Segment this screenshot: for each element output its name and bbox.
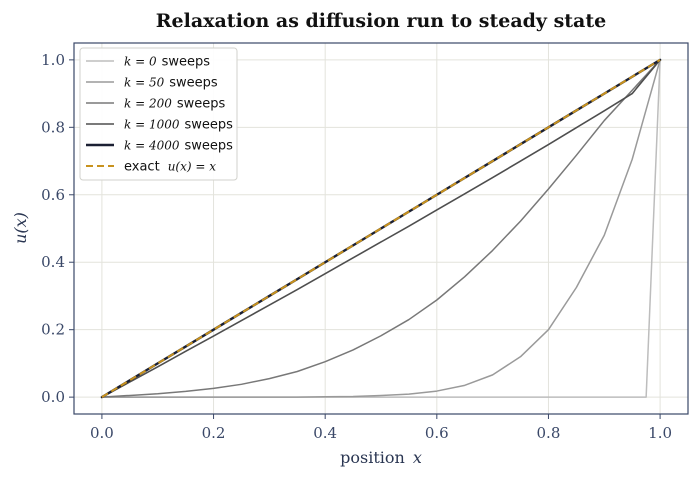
legend-word-4: sweeps — [185, 139, 234, 154]
legend-math-0: k = 0 — [124, 55, 157, 69]
legend-box — [79, 47, 238, 181]
legend-entry-4: k = 4000 sweeps — [124, 139, 233, 154]
x-tick-label-0: 0.0 — [90, 424, 114, 442]
plot-frame — [73, 42, 689, 415]
legend-entry-5: exact u(x) = x — [124, 160, 216, 175]
y-axis-label: u(x) — [11, 212, 30, 244]
legend-word-0: sweeps — [162, 55, 211, 70]
chart-title: Relaxation as diffusion run to steady st… — [156, 10, 606, 32]
series-line-5 — [101, 59, 661, 398]
x-tick-label-1: 0.2 — [202, 424, 226, 442]
series-layer — [100, 58, 662, 399]
y-tick-label-3: 0.6 — [41, 186, 65, 204]
legend-math-4: k = 4000 — [124, 139, 180, 153]
x-tick-label-4: 0.8 — [537, 424, 561, 442]
legend-entry-0: k = 0 sweeps — [124, 55, 210, 70]
series-line-3 — [101, 59, 661, 398]
legend-math-1: k = 50 — [124, 76, 165, 90]
x-tick-label-3: 0.6 — [425, 424, 449, 442]
legend-word-3: sweeps — [185, 118, 234, 133]
x-tick-label-5: 1.0 — [648, 424, 672, 442]
y-tick-label-5: 1.0 — [41, 51, 65, 69]
x-axis-label: position x — [340, 448, 422, 467]
legend-math-5: u(x) = x — [168, 160, 217, 174]
x-axis-label-text: position — [340, 448, 405, 467]
y-tick-label-4: 0.8 — [41, 118, 65, 136]
legend-entry-1: k = 50 sweeps — [124, 76, 218, 91]
legend-word-1: sweeps — [169, 76, 218, 91]
legend-math-3: k = 1000 — [124, 118, 180, 132]
y-tick-label-1: 0.2 — [41, 321, 65, 339]
series-line-1 — [101, 59, 661, 398]
legend-entry-3: k = 1000 sweeps — [124, 118, 233, 133]
legend-math-2: k = 200 — [124, 97, 172, 111]
x-tick-label-2: 0.4 — [313, 424, 337, 442]
y-tick-label-2: 0.4 — [41, 253, 65, 271]
series-line-2 — [101, 59, 661, 398]
y-tick-label-0: 0.0 — [41, 388, 65, 406]
legend-entry-2: k = 200 sweeps — [124, 97, 226, 112]
x-axis-label-var: x — [413, 448, 422, 467]
legend-word-2: sweeps — [177, 97, 226, 112]
legend-word-5: exact — [124, 160, 160, 175]
ticks: 0.0 0.2 0.4 0.6 0.8 1.0 0.0 0.2 0.4 0.6 0.8 1.0 — [41, 51, 672, 442]
